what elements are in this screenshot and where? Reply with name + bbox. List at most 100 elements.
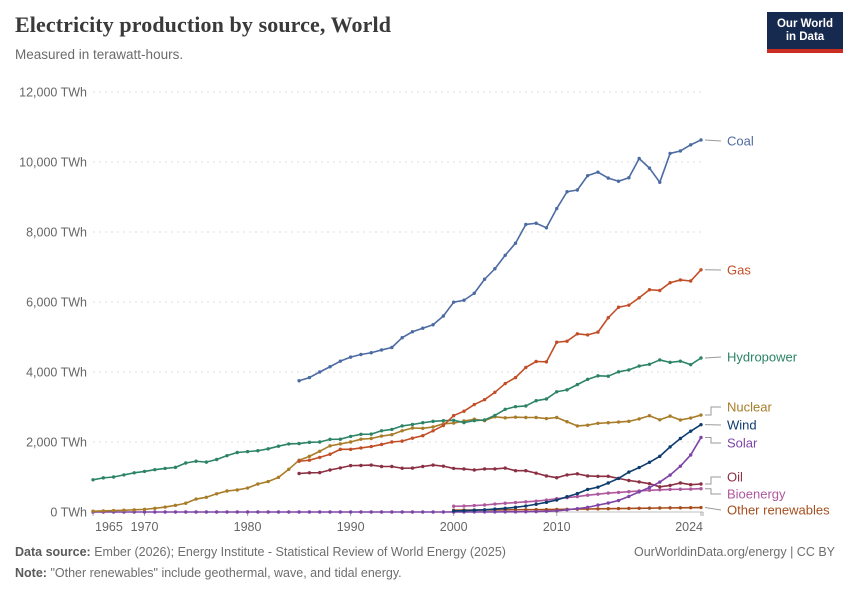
y-axis-tick-label: 8,000 TWh <box>26 226 87 240</box>
legend-label-wind[interactable]: Wind <box>727 418 757 433</box>
data-point <box>524 222 528 227</box>
data-point <box>451 421 456 425</box>
data-point <box>410 510 415 514</box>
data-point <box>699 268 703 272</box>
data-point <box>606 501 610 505</box>
data-point <box>637 506 641 510</box>
data-point <box>606 474 610 478</box>
data-point <box>688 362 693 367</box>
data-point <box>606 374 610 378</box>
data-point <box>266 447 270 451</box>
owid-logo[interactable]: Our World in Data <box>767 12 843 53</box>
data-point <box>451 509 456 513</box>
data-point <box>297 441 301 446</box>
legend-label-bioenergy[interactable]: Bioenergy <box>727 487 786 502</box>
data-point <box>555 390 559 394</box>
data-point <box>606 507 610 511</box>
data-point <box>513 415 518 419</box>
data-point <box>204 495 209 499</box>
legend-label-oil[interactable]: Oil <box>727 470 743 485</box>
data-point <box>524 415 528 420</box>
series-line-nuclear[interactable] <box>92 414 702 512</box>
data-point <box>616 490 621 495</box>
data-point <box>668 281 672 285</box>
data-point <box>451 466 456 471</box>
data-point <box>431 425 435 429</box>
data-point <box>245 486 250 490</box>
data-point <box>555 476 559 480</box>
data-point <box>369 463 373 467</box>
data-point <box>637 156 641 161</box>
series-line-hydropower[interactable] <box>92 357 702 481</box>
data-point <box>565 190 569 194</box>
series-line-solar[interactable] <box>93 437 702 513</box>
data-point <box>472 508 476 512</box>
data-point <box>606 176 610 180</box>
data-point <box>122 473 126 477</box>
legend-label-hydropower[interactable]: Hydropower <box>727 350 798 365</box>
data-point <box>410 466 415 470</box>
data-point <box>627 419 631 424</box>
data-point <box>627 478 631 483</box>
data-point <box>194 459 198 463</box>
data-point <box>276 475 281 480</box>
data-point <box>596 421 600 425</box>
owid-link[interactable]: OurWorldinData.org/energy | CC BY <box>633 545 835 559</box>
data-point <box>369 432 373 436</box>
data-point <box>379 434 384 438</box>
data-point <box>101 509 106 513</box>
series-line-coal[interactable] <box>298 139 702 382</box>
data-point <box>482 418 487 422</box>
x-axis-tick-label: 1990 <box>337 520 365 534</box>
data-point <box>359 446 363 450</box>
data-point <box>596 503 600 507</box>
data-point <box>627 176 631 180</box>
data-point <box>555 415 559 420</box>
data-point <box>400 429 404 433</box>
legend-label-coal[interactable]: Coal <box>727 134 754 149</box>
data-point <box>451 300 456 304</box>
data-point <box>503 407 507 411</box>
data-point <box>493 507 497 511</box>
data-point <box>482 277 487 281</box>
data-point <box>441 423 446 428</box>
data-point <box>142 469 147 474</box>
data-point <box>462 420 466 425</box>
page-title: Electricity production by source, World <box>15 12 392 37</box>
data-point <box>513 375 518 380</box>
data-point <box>472 402 476 407</box>
legend-label-nuclear[interactable]: Nuclear <box>727 400 772 415</box>
data-point <box>225 489 229 493</box>
data-point <box>668 151 672 156</box>
y-axis-tick-label: 0 TWh <box>50 506 87 520</box>
data-point <box>462 298 466 302</box>
data-point <box>297 459 301 463</box>
data-point <box>678 359 683 363</box>
data-point <box>596 492 600 496</box>
data-point <box>699 422 703 427</box>
data-point <box>606 421 610 425</box>
data-point <box>658 506 662 510</box>
series-line-oil[interactable] <box>299 464 702 488</box>
data-point <box>616 476 621 481</box>
data-point <box>658 418 662 422</box>
data-point <box>348 355 353 359</box>
data-point <box>421 326 425 330</box>
data-point <box>658 480 662 484</box>
series-line-gas[interactable] <box>299 269 702 463</box>
data-point <box>163 466 167 471</box>
y-axis-tick-label: 6,000 TWh <box>26 296 87 310</box>
data-point <box>627 368 631 372</box>
note-line: Note: "Other renewables" include geother… <box>15 566 835 580</box>
legend-label-gas[interactable]: Gas <box>727 263 751 278</box>
data-point <box>163 510 167 514</box>
data-point <box>307 454 312 459</box>
legend-label-solar[interactable]: Solar <box>727 436 758 451</box>
data-point <box>688 453 693 457</box>
data-point <box>534 415 538 420</box>
data-point <box>348 434 353 439</box>
legend-label-other-renewables[interactable]: Other renewables <box>727 503 830 518</box>
data-point <box>287 442 291 446</box>
y-axis-tick-label: 10,000 TWh <box>19 156 87 170</box>
